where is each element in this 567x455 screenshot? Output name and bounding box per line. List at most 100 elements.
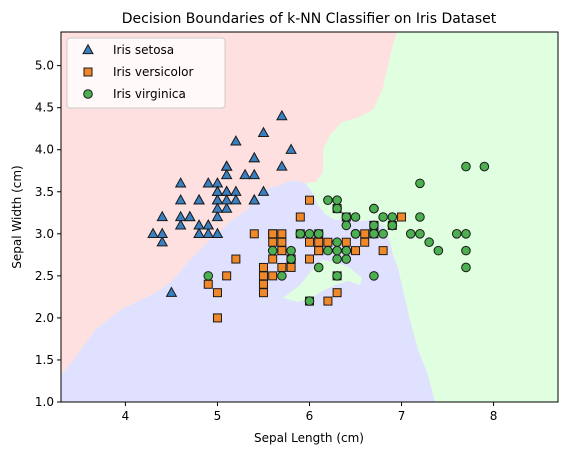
y-tick-label: 3.0 — [35, 227, 54, 241]
y-tick-label: 2.0 — [35, 311, 54, 325]
iris-setosa-point — [239, 168, 251, 180]
iris-versicolor-point — [212, 288, 222, 298]
iris-setosa-point — [174, 210, 187, 222]
iris-setosa-point — [211, 227, 224, 238]
x-tick-label: 5 — [214, 409, 222, 423]
iris-virginica-point — [332, 195, 342, 205]
iris-setosa-point — [285, 143, 297, 154]
iris-virginica-point — [295, 229, 306, 239]
iris-versicolor-point — [397, 212, 407, 222]
region-virginica-pocket — [283, 260, 362, 302]
iris-virginica-point — [461, 161, 471, 172]
iris-virginica-point — [369, 220, 379, 231]
iris-setosa-point — [220, 202, 233, 213]
iris-virginica-point — [332, 254, 342, 264]
iris-setosa-point — [230, 135, 242, 146]
iris-virginica-point — [341, 212, 352, 222]
iris-versicolor-point — [277, 246, 287, 256]
iris-versicolor-point — [314, 246, 324, 256]
iris-setosa-point — [248, 193, 261, 205]
legend-label: Iris setosa — [113, 43, 174, 57]
y-axis-label: Sepal Width (cm) — [10, 165, 24, 268]
iris-setosa-point — [276, 160, 288, 171]
iris-virginica-point — [451, 229, 462, 239]
iris-setosa-point — [174, 177, 187, 188]
iris-virginica-point — [304, 229, 315, 239]
plot-area — [61, 32, 558, 402]
iris-versicolor-point — [258, 288, 268, 298]
iris-versicolor-point — [268, 229, 278, 239]
points-layer — [147, 109, 490, 323]
x-tick-label: 7 — [398, 409, 406, 423]
iris-virginica-point — [341, 220, 352, 231]
iris-virginica-point — [479, 161, 490, 172]
iris-versicolor-point — [378, 246, 388, 256]
iris-setosa-point — [257, 126, 270, 138]
iris-virginica-point — [332, 245, 342, 256]
iris-versicolor-point — [231, 254, 241, 264]
iris-setosa-point — [257, 185, 270, 196]
y-tick-label: 1.0 — [35, 395, 54, 409]
iris-versicolor-point — [222, 271, 232, 281]
x-tick-label: 6 — [306, 409, 314, 423]
iris-versicolor-point — [305, 195, 314, 205]
iris-virginica-point — [387, 212, 398, 222]
iris-virginica-point — [387, 220, 398, 231]
iris-virginica-point — [341, 254, 352, 264]
iris-virginica-point — [277, 271, 287, 281]
iris-virginica-point — [286, 245, 296, 256]
iris-setosa-point — [211, 202, 224, 213]
iris-versicolor-point — [258, 262, 268, 272]
iris-virginica-point — [203, 271, 214, 281]
iris-versicolor-point — [305, 237, 314, 247]
iris-virginica-point — [369, 203, 379, 214]
iris-versicolor-point — [249, 229, 259, 239]
legend: Iris setosa Iris versicolor Iris virginica — [66, 37, 226, 109]
iris-virginica-point — [415, 212, 425, 222]
iris-virginica-point — [332, 237, 342, 248]
iris-versicolor-point — [268, 271, 278, 281]
iris-versicolor-point — [258, 271, 268, 281]
iris-setosa-point — [184, 210, 196, 222]
iris-setosa-point — [156, 227, 169, 238]
x-tick-label: 4 — [122, 409, 130, 423]
iris-virginica-point — [369, 271, 379, 281]
iris-virginica-point — [378, 212, 388, 222]
x-axis-label: Sepal Length (cm) — [254, 431, 364, 445]
iris-versicolor-point — [360, 237, 370, 247]
y-tick-label: 2.5 — [35, 269, 54, 283]
iris-versicolor-point — [277, 262, 287, 272]
iris-versicolor-point — [277, 229, 287, 239]
y-axis-ticks: 1.0 1.5 2.0 2.5 3.0 3.5 4.0 4.5 5.0 — [35, 59, 61, 409]
iris-virginica-point — [323, 195, 333, 205]
iris-versicolor-point — [314, 237, 324, 247]
iris-virginica-point — [415, 229, 425, 239]
iris-versicolor-point — [295, 212, 305, 222]
iris-virginica-point — [461, 245, 471, 256]
iris-setosa-point — [165, 286, 178, 297]
iris-setosa-point — [156, 210, 169, 222]
iris-versicolor-point — [351, 246, 361, 256]
iris-virginica-point — [332, 203, 342, 214]
chart-title: Decision Boundaries of k-NN Classifier o… — [122, 11, 497, 27]
iris-versicolor-point — [323, 296, 333, 306]
iris-setosa-point — [193, 193, 205, 205]
legend-label: Iris virginica — [113, 87, 186, 101]
iris-setosa-point — [174, 219, 187, 230]
iris-virginica-point — [332, 271, 342, 281]
y-tick-label: 4.0 — [35, 143, 54, 157]
legend-box — [66, 37, 226, 109]
iris-virginica-point — [433, 245, 444, 256]
iris-setosa-point — [156, 236, 169, 247]
iris-setosa-point — [147, 227, 159, 238]
iris-setosa-point — [211, 210, 224, 222]
iris-versicolor-point — [305, 254, 314, 264]
iris-versicolor-point — [268, 254, 278, 264]
iris-setosa-point — [193, 227, 205, 238]
iris-versicolor-point — [258, 279, 268, 289]
iris-virginica-point — [267, 245, 278, 256]
region-versicolor — [61, 180, 435, 402]
iris-virginica-point — [286, 254, 296, 264]
legend-marker-iris-virginica — [83, 89, 93, 99]
iris-setosa-point — [248, 151, 261, 163]
